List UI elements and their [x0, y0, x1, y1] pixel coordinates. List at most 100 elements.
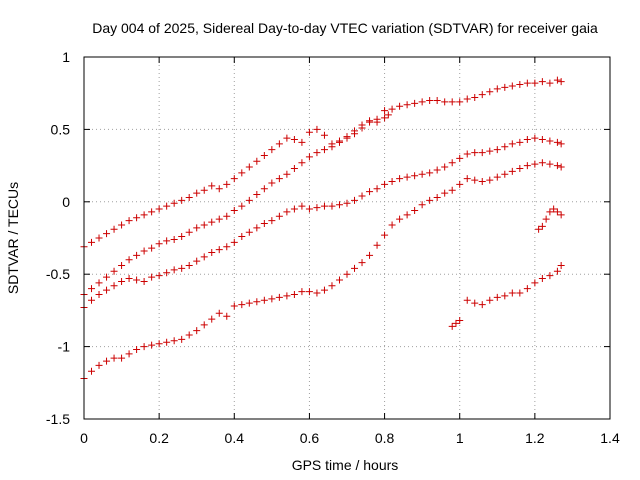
x-tick-label: 0.8 — [375, 430, 395, 446]
data-point — [448, 159, 456, 167]
data-point — [155, 340, 163, 348]
data-point — [441, 163, 449, 171]
data-point — [290, 164, 298, 172]
ticks-layer: 0 0.2 0.4 0.6 0.8 1 1.2 1.4 -1.5 -1 -0.5 0 0.5 1 — [46, 49, 620, 446]
data-point — [396, 102, 404, 110]
y-tick-label: 1 — [62, 49, 70, 65]
data-point — [290, 205, 298, 213]
data-point — [486, 176, 494, 184]
data-point — [305, 128, 313, 136]
data-point — [351, 264, 359, 272]
y-tick-label: -1 — [58, 339, 71, 355]
data-point — [381, 180, 389, 188]
data-point — [343, 270, 351, 278]
data-point — [343, 199, 351, 207]
data-point — [298, 138, 306, 146]
data-point — [433, 166, 441, 174]
data-point — [546, 79, 554, 87]
data-point — [508, 167, 516, 175]
data-point — [125, 350, 133, 358]
data-point — [245, 228, 253, 236]
data-point — [118, 277, 126, 285]
data-point — [260, 296, 268, 304]
data-point — [501, 143, 509, 151]
data-point — [118, 262, 126, 270]
data-point — [535, 225, 543, 233]
data-point — [200, 186, 208, 194]
data-point — [403, 173, 411, 181]
data-point — [320, 131, 328, 139]
data-point — [411, 206, 419, 214]
data-point — [546, 272, 554, 280]
data-point — [283, 208, 291, 216]
data-point — [298, 288, 306, 296]
data-point — [463, 296, 471, 304]
data-point — [516, 81, 524, 89]
data-point — [523, 136, 531, 144]
x-axis-label: GPS time / hours — [292, 457, 399, 473]
data-point — [550, 205, 558, 213]
data-point — [557, 163, 565, 171]
data-point — [313, 125, 321, 133]
data-point — [193, 189, 201, 197]
data-point — [185, 228, 193, 236]
data-point — [456, 154, 464, 162]
data-point — [298, 159, 306, 167]
data-point — [320, 146, 328, 154]
y-tick-label: 0 — [62, 194, 70, 210]
data-point — [373, 185, 381, 193]
data-point — [426, 96, 434, 104]
data-point — [328, 202, 336, 210]
data-point — [523, 162, 531, 170]
data-point — [531, 160, 539, 168]
data-point — [133, 345, 141, 353]
data-point — [542, 215, 550, 223]
x-tick-label: 1.2 — [525, 430, 545, 446]
data-point — [508, 140, 516, 148]
data-point — [215, 309, 223, 317]
data-point — [358, 124, 366, 132]
data-point — [275, 175, 283, 183]
x-tick-label: 1.4 — [600, 430, 620, 446]
data-point — [283, 170, 291, 178]
data-point — [178, 233, 186, 241]
data-point — [403, 211, 411, 219]
data-point — [245, 196, 253, 204]
data-point — [253, 157, 261, 165]
y-tick-label: -1.5 — [46, 411, 70, 427]
data-point — [366, 188, 374, 196]
data-point — [456, 98, 464, 106]
series-track-6 — [535, 205, 565, 233]
data-point — [320, 202, 328, 210]
data-point — [208, 315, 216, 323]
data-point — [553, 208, 561, 216]
data-point — [163, 269, 171, 277]
data-point — [486, 296, 494, 304]
data-point — [95, 361, 103, 369]
data-point — [305, 288, 313, 296]
data-point — [260, 220, 268, 228]
data-point — [238, 202, 246, 210]
data-point — [103, 357, 111, 365]
data-point — [486, 88, 494, 96]
data-point — [155, 240, 163, 248]
data-point — [163, 237, 171, 245]
data-point — [384, 111, 392, 119]
data-point — [223, 243, 231, 251]
data-point — [133, 251, 141, 259]
data-point — [253, 224, 261, 232]
data-point — [493, 293, 501, 301]
data-point — [403, 101, 411, 109]
data-point — [553, 267, 561, 275]
data-point — [88, 285, 96, 293]
data-point — [523, 285, 531, 293]
y-axis-label: SDTVAR / TECUs — [5, 182, 21, 294]
data-point — [185, 262, 193, 270]
series-track-4 — [80, 159, 565, 382]
data-point — [426, 196, 434, 204]
data-point — [223, 212, 231, 220]
data-point — [557, 140, 565, 148]
data-point — [155, 272, 163, 280]
data-point — [471, 176, 479, 184]
